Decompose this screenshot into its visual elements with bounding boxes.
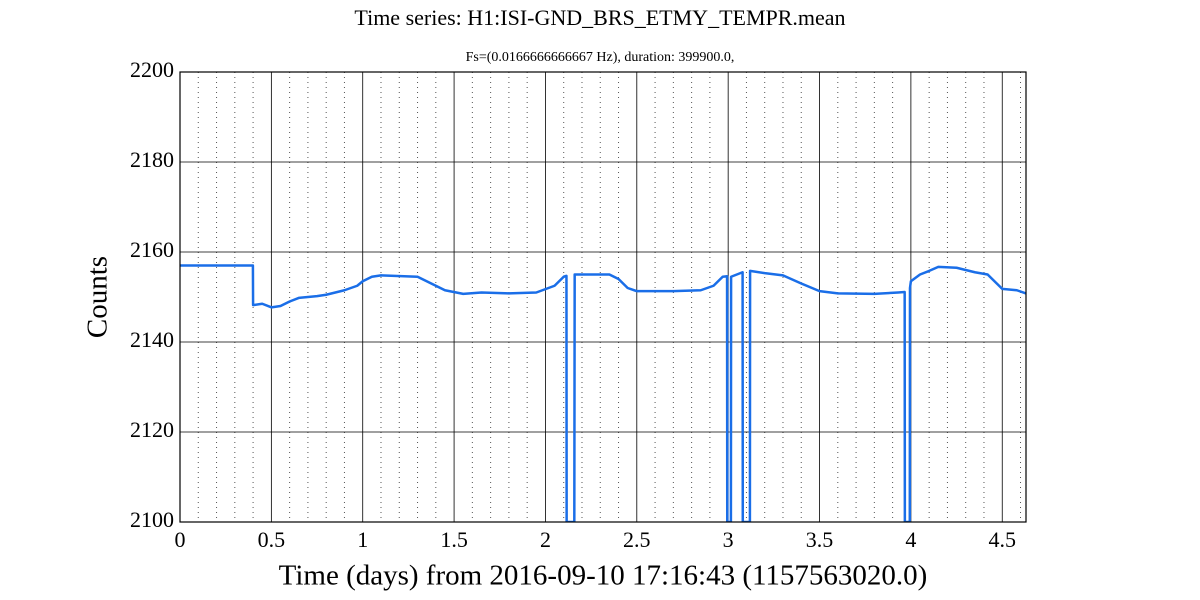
x-tick-label: 0: [175, 527, 186, 552]
x-tick-label: 4.5: [988, 527, 1016, 552]
y-tick-label: 2200: [130, 57, 174, 82]
y-tick-label: 2180: [130, 147, 174, 172]
y-tick-label: 2160: [130, 237, 174, 262]
x-tick-label: 1.5: [440, 527, 468, 552]
y-tick-label: 2120: [130, 417, 174, 442]
x-tick-label: 3: [723, 527, 734, 552]
y-tick-label: 2100: [130, 507, 174, 532]
x-tick-label: 0.5: [258, 527, 286, 552]
y-axis-label: Counts: [82, 256, 114, 338]
x-tick-label: 3.5: [806, 527, 834, 552]
x-tick-label: 2.5: [623, 527, 651, 552]
data-line: [180, 264, 1026, 522]
x-tick-label: 2: [540, 527, 551, 552]
plot-frame: [179, 71, 1027, 523]
x-axis-label: Time (days) from 2016-09-10 17:16:43 (11…: [279, 560, 928, 592]
plot-area: [180, 264, 1026, 522]
chart-title: Time series: H1:ISI-GND_BRS_ETMY_TEMPR.m…: [354, 5, 845, 30]
chart-subtitle: Fs=(0.0166666666667 Hz), duration: 39990…: [466, 50, 735, 65]
x-tick-label: 4: [905, 527, 916, 552]
x-tick-label: 1: [357, 527, 368, 552]
y-tick-label: 2140: [130, 327, 174, 352]
